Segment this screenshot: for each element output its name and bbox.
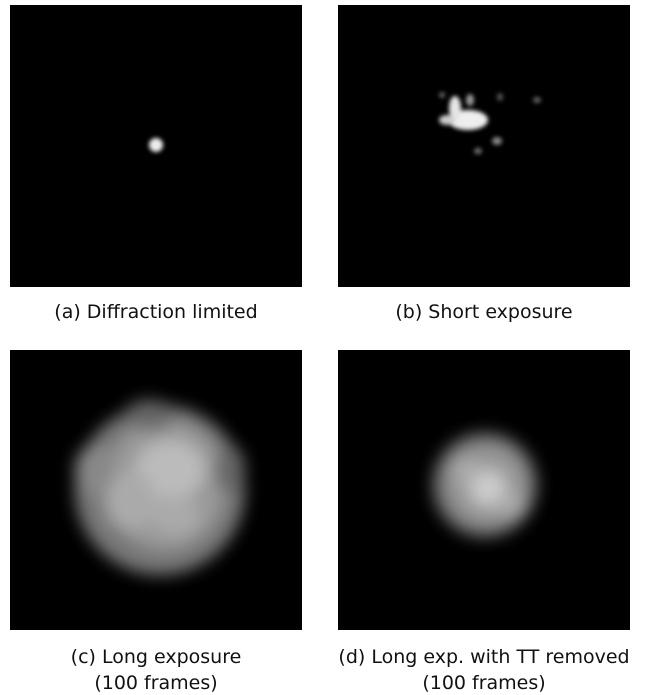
caption: (a) Diffraction limited [54, 301, 257, 323]
panel-c-image [10, 350, 302, 630]
caption: (100 frames) [422, 672, 545, 694]
figure: (a) Diffraction limited (b) Short exposur… [0, 0, 645, 695]
panel-a-image [10, 5, 302, 287]
caption: (b) Short exposure [395, 301, 572, 323]
caption: (c) Long exposure [71, 646, 242, 668]
caption: (100 frames) [94, 672, 217, 694]
caption: (d) Long exp. with TT removed [338, 646, 629, 668]
panel-d-image [338, 350, 630, 630]
panel-b-image [338, 5, 630, 287]
